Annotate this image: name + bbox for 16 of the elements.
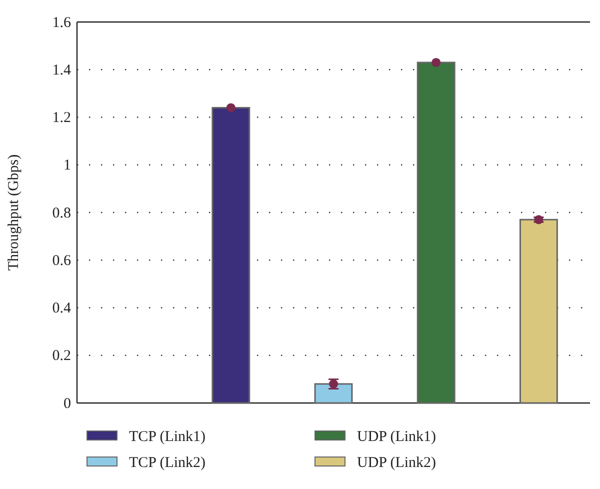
y-tick-label: 0.4 [52,300,72,317]
y-tick-label: 0.6 [52,252,72,269]
legend-label: UDP (Link2) [357,455,436,471]
y-tick-label: 1.6 [52,14,72,31]
point [226,103,236,112]
point [432,58,441,67]
y-tick-label: 1.4 [52,62,72,78]
y-tick-label: 0.8 [52,205,71,222]
y-tick-label: 0.2 [52,348,71,364]
legend-label: TCP (Link1) [129,429,206,445]
y-tick-label: 1 [64,158,71,174]
y-axis-title: Throughput (Gbps) [6,154,22,271]
legend-label: UDP (Link1) [357,429,436,445]
y-tick-label: 0 [64,396,71,412]
legend-label: TCP (Link2) [129,455,206,471]
y-tick-label: 1.2 [52,110,71,126]
